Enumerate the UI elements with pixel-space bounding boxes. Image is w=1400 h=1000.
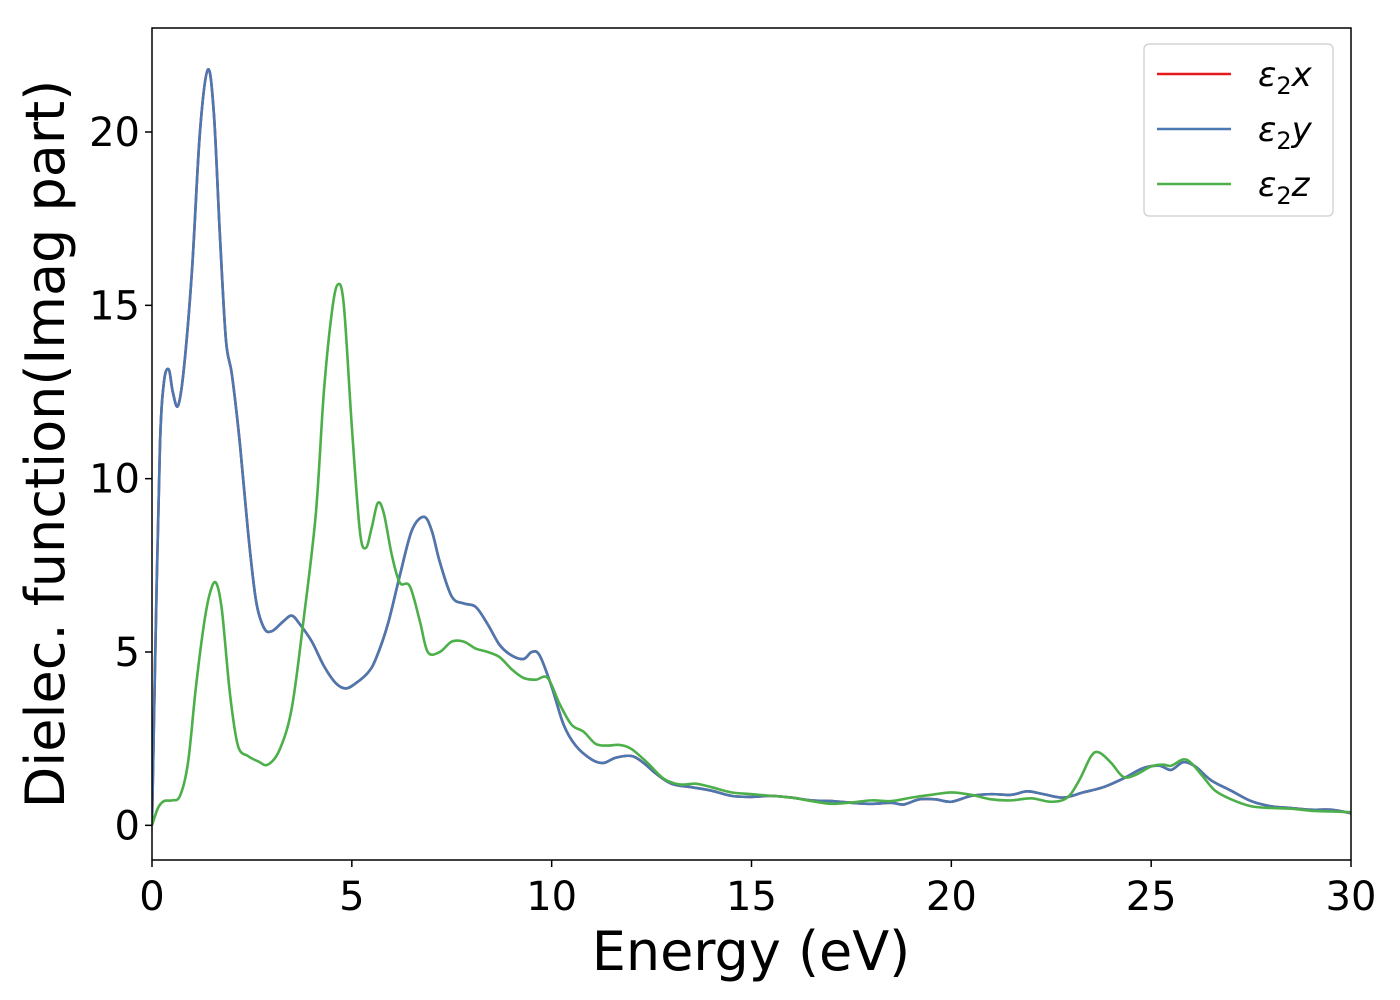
y-tick-label: 10: [89, 457, 140, 503]
x-tick-label: 15: [726, 874, 777, 920]
x-axis-title: Energy (eV): [592, 920, 911, 983]
y-tick-label: 20: [89, 110, 140, 156]
legend-box: [1143, 43, 1334, 217]
x-tick-label: 30: [1326, 874, 1377, 920]
series-line-z: [152, 282, 1351, 826]
y-tick-label: 5: [115, 630, 140, 676]
x-tick-label: 20: [926, 874, 977, 920]
x-tick-label: 10: [526, 874, 577, 920]
y-tick-label: 15: [89, 283, 140, 329]
series-layer: [152, 68, 1351, 826]
legend-label-x: ε2x: [1258, 55, 1313, 100]
legend-label-z: ε2z: [1258, 165, 1311, 210]
y-axis: 0 5 10 15 20: [89, 110, 152, 849]
x-axis: 0 5 10 15 20 25 30: [139, 860, 1376, 920]
legend: ε2x ε2y ε2z: [1143, 43, 1334, 217]
legend-label-y: ε2y: [1258, 110, 1313, 155]
x-tick-label: 25: [1126, 874, 1177, 920]
x-tick-label: 0: [139, 874, 164, 920]
x-tick-label: 5: [339, 874, 364, 920]
y-axis-title: Dielec. function(Imag part): [14, 80, 77, 809]
y-tick-label: 0: [115, 803, 140, 849]
